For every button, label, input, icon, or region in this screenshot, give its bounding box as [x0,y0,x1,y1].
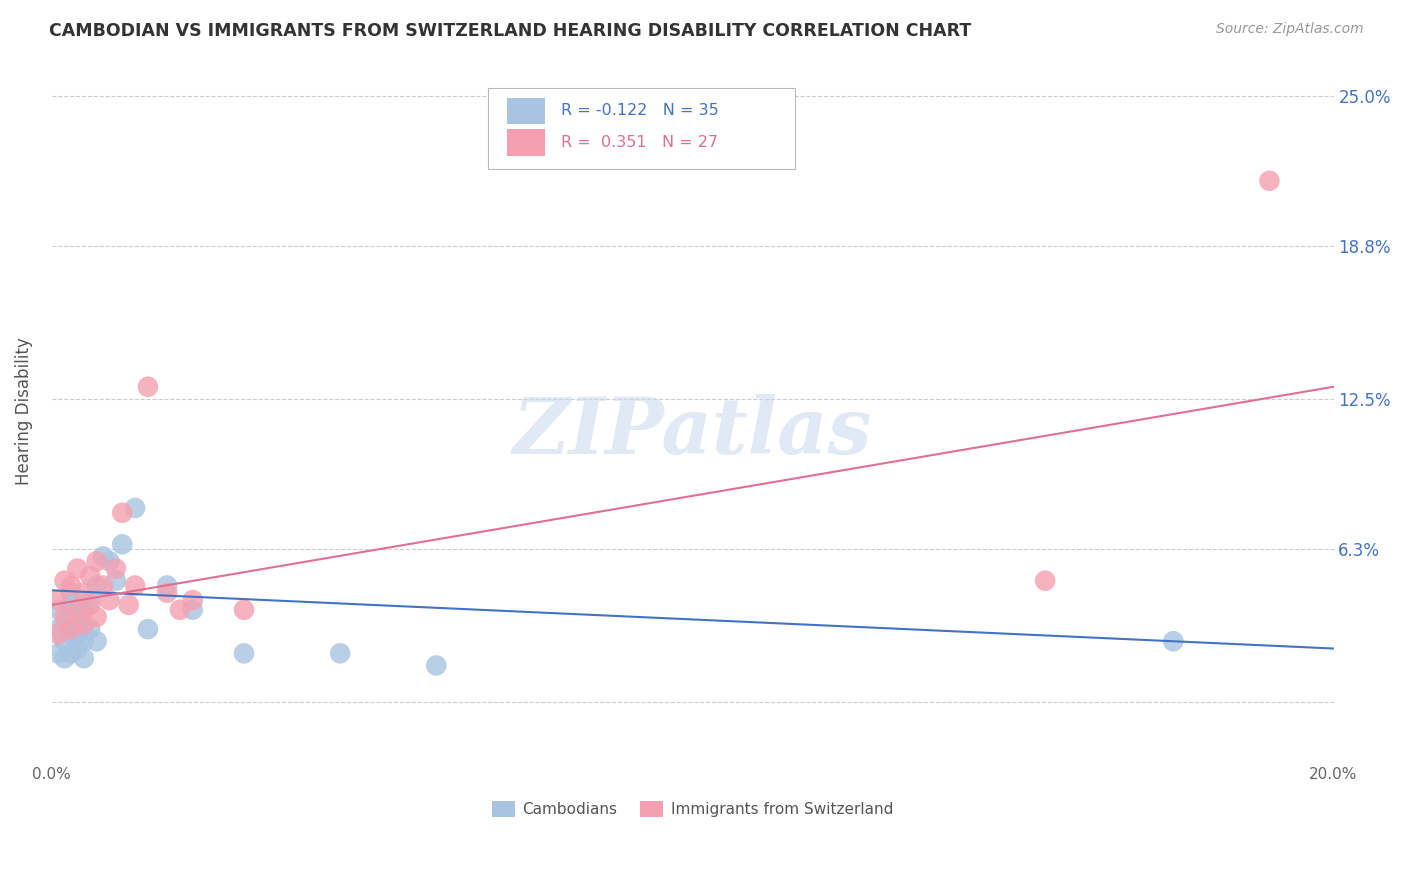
Point [181,593,204,607]
Point [98,554,121,568]
Point [66,561,89,575]
Point [79,569,101,583]
Point [46,593,69,607]
Legend: Cambodians, Immigrants from Switzerland: Cambodians, Immigrants from Switzerland [484,794,901,825]
Point [169,603,191,617]
Text: ZIPatlas: ZIPatlas [513,394,872,470]
FancyBboxPatch shape [488,87,796,169]
Point [53,574,76,588]
Point [91,549,114,564]
Point [73,603,96,617]
Point [66,603,89,617]
Point [86,610,108,624]
Point [156,586,179,600]
Point [73,586,96,600]
Point [136,622,159,636]
Point [111,537,134,551]
Point [86,634,108,648]
Point [233,646,256,660]
Point [425,658,447,673]
Point [59,578,82,592]
Point [1258,174,1281,188]
Text: R = -0.122   N = 35: R = -0.122 N = 35 [561,103,718,119]
Point [53,617,76,632]
Point [59,610,82,624]
Point [79,598,101,612]
Point [124,500,146,515]
Point [98,593,121,607]
Point [53,610,76,624]
Y-axis label: Hearing Disability: Hearing Disability [15,337,32,485]
Point [104,574,127,588]
Point [59,646,82,660]
Point [1033,574,1056,588]
Point [181,603,204,617]
Point [46,646,69,660]
Point [104,561,127,575]
Point [53,651,76,665]
FancyBboxPatch shape [506,97,546,124]
Point [86,578,108,592]
FancyBboxPatch shape [506,129,546,156]
Point [59,627,82,641]
Point [111,506,134,520]
Point [79,593,101,607]
Point [91,578,114,592]
Text: CAMBODIAN VS IMMIGRANTS FROM SWITZERLAND HEARING DISABILITY CORRELATION CHART: CAMBODIAN VS IMMIGRANTS FROM SWITZERLAND… [49,22,972,40]
Point [124,578,146,592]
Point [156,578,179,592]
Point [66,603,89,617]
Point [59,586,82,600]
Point [73,634,96,648]
Point [66,617,89,632]
Point [46,622,69,636]
Point [86,554,108,568]
Point [59,622,82,636]
Text: Source: ZipAtlas.com: Source: ZipAtlas.com [1216,22,1364,37]
Point [329,646,352,660]
Point [59,598,82,612]
Point [118,598,141,612]
Point [46,603,69,617]
Point [73,622,96,636]
Text: R =  0.351   N = 27: R = 0.351 N = 27 [561,135,717,150]
Point [1161,634,1184,648]
Point [79,622,101,636]
Point [66,627,89,641]
Point [46,627,69,641]
Point [136,380,159,394]
Point [233,603,256,617]
Point [53,634,76,648]
Point [73,617,96,632]
Point [73,651,96,665]
Point [66,641,89,656]
